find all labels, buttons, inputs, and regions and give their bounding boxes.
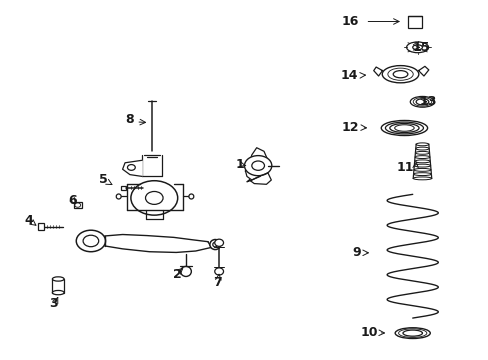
Ellipse shape: [414, 156, 429, 158]
Ellipse shape: [116, 194, 121, 199]
Ellipse shape: [52, 277, 64, 281]
Ellipse shape: [382, 66, 418, 83]
Circle shape: [244, 156, 271, 176]
Circle shape: [131, 181, 177, 215]
Bar: [38, 223, 44, 230]
Ellipse shape: [214, 268, 223, 275]
Ellipse shape: [52, 291, 64, 295]
Polygon shape: [246, 173, 271, 184]
Bar: [121, 186, 126, 190]
Text: 4: 4: [24, 214, 33, 227]
Circle shape: [76, 230, 105, 252]
Circle shape: [145, 192, 163, 204]
Ellipse shape: [180, 266, 191, 276]
Text: 12: 12: [341, 121, 359, 134]
Text: 14: 14: [339, 69, 357, 82]
Ellipse shape: [415, 152, 428, 154]
Circle shape: [75, 203, 81, 207]
Ellipse shape: [413, 164, 430, 167]
Ellipse shape: [413, 173, 430, 176]
Ellipse shape: [415, 147, 428, 150]
Ellipse shape: [409, 96, 434, 107]
Text: 11: 11: [396, 161, 413, 174]
Text: 2: 2: [172, 268, 181, 281]
Polygon shape: [373, 67, 382, 76]
Text: 6: 6: [68, 194, 77, 207]
Ellipse shape: [392, 71, 407, 78]
Text: 16: 16: [341, 15, 358, 28]
Text: 9: 9: [352, 246, 360, 259]
Ellipse shape: [389, 123, 418, 132]
Bar: [74, 202, 81, 208]
Ellipse shape: [414, 160, 429, 163]
Ellipse shape: [412, 177, 431, 180]
Ellipse shape: [212, 242, 217, 247]
Circle shape: [83, 235, 99, 247]
Text: 5: 5: [99, 173, 107, 186]
Ellipse shape: [413, 168, 430, 171]
Ellipse shape: [394, 328, 429, 338]
Text: 13: 13: [418, 95, 436, 108]
Ellipse shape: [415, 143, 428, 146]
Text: 3: 3: [49, 297, 58, 310]
Polygon shape: [418, 66, 428, 76]
Circle shape: [127, 165, 135, 170]
Ellipse shape: [402, 330, 422, 336]
Text: 1: 1: [235, 158, 244, 171]
Text: 8: 8: [125, 113, 134, 126]
Ellipse shape: [381, 121, 427, 135]
Ellipse shape: [214, 239, 223, 246]
Ellipse shape: [209, 239, 220, 249]
Ellipse shape: [406, 42, 427, 53]
Text: 10: 10: [359, 326, 377, 339]
Ellipse shape: [412, 45, 422, 50]
Ellipse shape: [394, 125, 413, 131]
Circle shape: [251, 161, 264, 170]
Ellipse shape: [415, 99, 428, 105]
Ellipse shape: [188, 194, 193, 199]
Bar: [52, 279, 64, 293]
Polygon shape: [122, 160, 142, 176]
Bar: [407, 17, 421, 28]
Polygon shape: [245, 148, 267, 180]
Ellipse shape: [385, 122, 423, 134]
Text: 15: 15: [412, 41, 429, 54]
Text: 7: 7: [213, 276, 222, 289]
